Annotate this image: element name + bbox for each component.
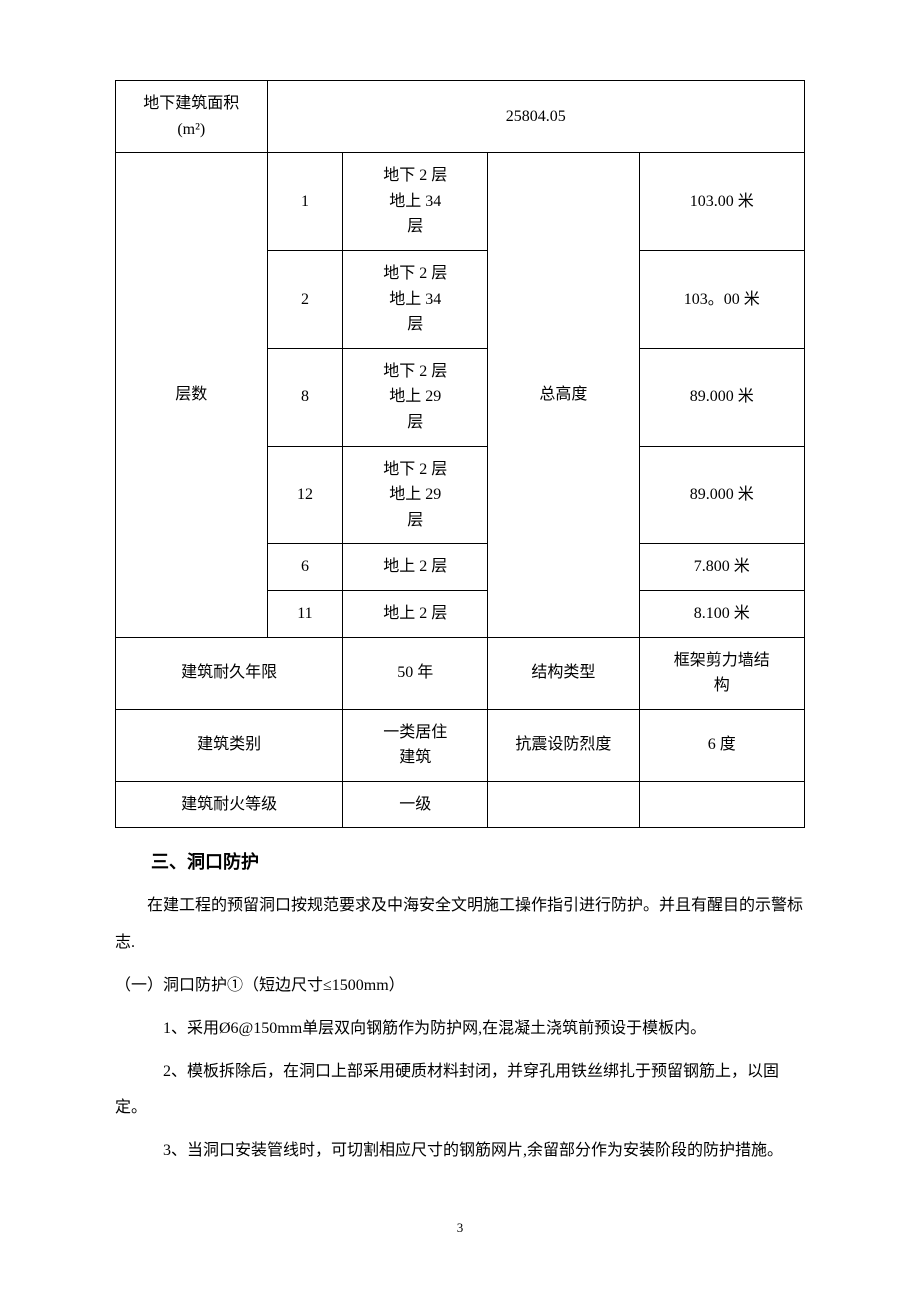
table-row: 地下建筑面积 (m²) 25804.05 — [116, 81, 805, 153]
table-row: 建筑耐火等级 一级 — [116, 781, 805, 828]
table-row: 层数 1 地下 2 层 地上 34 层 总高度 103.00 米 — [116, 153, 805, 251]
total-height-label: 总高度 — [488, 153, 640, 637]
fire-rating-value: 一级 — [343, 781, 488, 828]
empty-cell — [488, 781, 640, 828]
floor-height: 103。00 米 — [639, 250, 804, 348]
durability-label: 建筑耐久年限 — [116, 637, 343, 709]
floor-num: 6 — [267, 544, 343, 591]
structure-type-value: 框架剪力墙结 构 — [639, 637, 804, 709]
floor-num: 2 — [267, 250, 343, 348]
paragraph: 在建工程的预留洞口按规范要求及中海安全文明施工操作指引进行防护。并且有醒目的示警… — [115, 888, 805, 962]
building-spec-table: 地下建筑面积 (m²) 25804.05 层数 1 地下 2 层 地上 34 层… — [115, 80, 805, 828]
category-value: 一类居住 建筑 — [343, 709, 488, 781]
page-number: 3 — [115, 1220, 805, 1236]
floor-desc: 地下 2 层 地上 34 层 — [343, 250, 488, 348]
underground-area-value: 25804.05 — [267, 81, 804, 153]
paragraph: 3、当洞口安装管线时，可切割相应尺寸的钢筋网片,余留部分作为安装阶段的防护措施。 — [115, 1133, 805, 1170]
underground-area-label: 地下建筑面积 (m²) — [116, 81, 268, 153]
table-row: 建筑耐久年限 50 年 结构类型 框架剪力墙结 构 — [116, 637, 805, 709]
fire-rating-label: 建筑耐火等级 — [116, 781, 343, 828]
paragraph: （一）洞口防护①（短边尺寸≤1500mm） — [115, 968, 805, 1005]
table-row: 建筑类别 一类居住 建筑 抗震设防烈度 6 度 — [116, 709, 805, 781]
floor-desc: 地下 2 层 地上 34 层 — [343, 153, 488, 251]
floor-height: 89.000 米 — [639, 348, 804, 446]
floor-desc: 地下 2 层 地上 29 层 — [343, 348, 488, 446]
empty-cell — [639, 781, 804, 828]
floor-height: 7.800 米 — [639, 544, 804, 591]
floor-desc: 地上 2 层 — [343, 590, 488, 637]
floor-num: 11 — [267, 590, 343, 637]
floor-height: 8.100 米 — [639, 590, 804, 637]
floor-height: 103.00 米 — [639, 153, 804, 251]
structure-type-label: 结构类型 — [488, 637, 640, 709]
floor-height: 89.000 米 — [639, 446, 804, 544]
paragraph: 1、采用Ø6@150mm单层双向钢筋作为防护网,在混凝土浇筑前预设于模板内。 — [115, 1011, 805, 1048]
section-heading: 三、洞口防护 — [115, 848, 805, 874]
durability-value: 50 年 — [343, 637, 488, 709]
floor-desc: 地上 2 层 — [343, 544, 488, 591]
paragraph: 2、模板拆除后，在洞口上部采用硬质材料封闭，并穿孔用铁丝绑扎于预留钢筋上，以固定… — [115, 1054, 805, 1128]
floor-num: 12 — [267, 446, 343, 544]
floor-num: 8 — [267, 348, 343, 446]
seismic-label: 抗震设防烈度 — [488, 709, 640, 781]
category-label: 建筑类别 — [116, 709, 343, 781]
seismic-value: 6 度 — [639, 709, 804, 781]
floor-num: 1 — [267, 153, 343, 251]
floors-label: 层数 — [116, 153, 268, 637]
floor-desc: 地下 2 层 地上 29 层 — [343, 446, 488, 544]
